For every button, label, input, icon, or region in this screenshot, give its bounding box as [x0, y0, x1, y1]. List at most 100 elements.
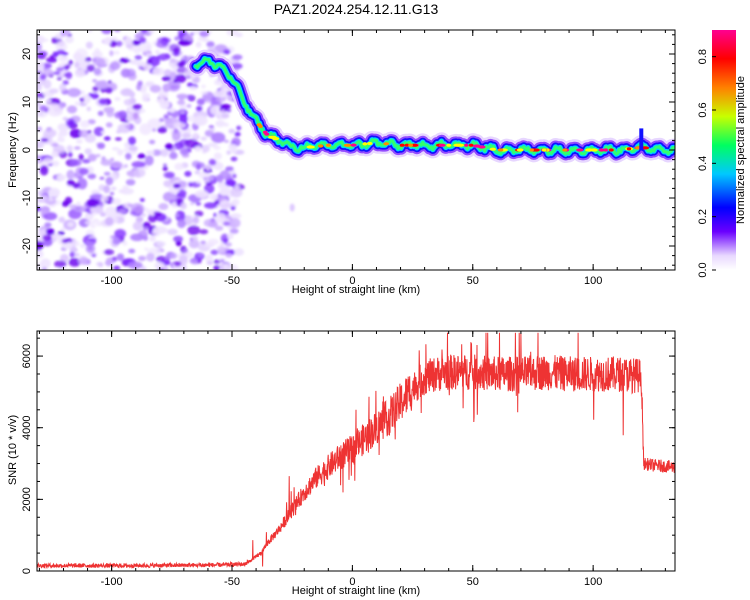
- colorbar-tick-label: 0.4: [697, 156, 709, 171]
- snr-x-tick-label: 100: [584, 576, 602, 588]
- colorbar: 0.0 0.2 0.4 0.6 0.8 Normalized spectral ampl…: [697, 30, 747, 278]
- noise-blob: [61, 238, 69, 244]
- noise-blob: [114, 229, 127, 239]
- noise-blob: [46, 99, 52, 103]
- noise-blob: [127, 261, 143, 270]
- noise-blob: [146, 252, 155, 262]
- noise-blob: [177, 100, 186, 105]
- noise-blob: [118, 189, 126, 194]
- noise-blob: [186, 104, 192, 108]
- spectrogram-x-tick-label: 100: [584, 275, 602, 287]
- noise-blob: [227, 95, 234, 102]
- noise-blob: [116, 129, 122, 134]
- noise-blob: [173, 79, 178, 83]
- spectrogram-x-tick-label: 0: [349, 275, 355, 287]
- noise-blob: [123, 88, 132, 94]
- noise-blob: [59, 83, 67, 92]
- noise-blob: [163, 163, 167, 167]
- noise-blob: [177, 61, 185, 68]
- noise-blob: [228, 143, 238, 151]
- ridge-hotspot: [404, 143, 410, 147]
- noise-blob: [177, 66, 185, 73]
- noise-blob: [220, 103, 231, 110]
- noise-blob: [76, 201, 81, 207]
- noise-blob: [125, 43, 134, 49]
- noise-blob: [68, 151, 73, 158]
- noise-blob: [125, 152, 132, 160]
- noise-blob: [234, 32, 243, 38]
- noise-blob: [155, 40, 169, 48]
- noise-blob: [99, 176, 105, 180]
- noise-blob: [156, 53, 171, 61]
- ridge-hotspot: [399, 143, 405, 147]
- noise-blob: [79, 167, 89, 175]
- noise-blob: [86, 64, 95, 72]
- noise-blob: [55, 199, 61, 206]
- noise-blob: [158, 203, 169, 210]
- noise-blob: [194, 146, 202, 152]
- noise-blob: [74, 146, 81, 150]
- snr-y-tick-label: 0: [21, 568, 33, 574]
- snr-x-tick-label: 0: [349, 576, 355, 588]
- noise-blob: [91, 50, 103, 59]
- noise-blob: [109, 50, 114, 57]
- noise-blob: [184, 138, 199, 149]
- noise-blob: [56, 76, 62, 81]
- noise-blob: [65, 36, 74, 44]
- snr-x-tick-label: -100: [101, 576, 123, 588]
- noise-blob: [66, 145, 73, 153]
- noise-blob: [232, 173, 237, 179]
- ridge-hotspot: [576, 148, 584, 152]
- noise-blob: [103, 185, 110, 194]
- ridge-hotspot: [383, 142, 390, 146]
- noise-blob: [74, 101, 80, 106]
- noise-blob: [110, 206, 116, 212]
- noise-blob: [163, 180, 173, 188]
- noise-blob: [51, 151, 59, 158]
- noise-blob: [123, 98, 134, 106]
- noise-blob: [137, 153, 146, 159]
- noise-blob: [231, 63, 243, 70]
- noise-blob: [87, 153, 97, 162]
- noise-blob: [37, 140, 45, 149]
- noise-blob: [44, 222, 52, 228]
- noise-blob: [200, 240, 206, 245]
- noise-blob: [180, 202, 187, 210]
- noise-blob: [192, 132, 199, 139]
- noise-blob: [170, 252, 178, 259]
- snr-frame: [36, 330, 676, 572]
- noise-blob: [57, 133, 63, 139]
- noise-blob: [110, 157, 115, 162]
- noise-blob: [82, 223, 87, 228]
- noise-blob: [37, 66, 44, 76]
- colorbar-bar: [712, 30, 736, 270]
- noise-blob: [223, 139, 229, 143]
- snr-x-ticks: -100 -50 0 50 100: [38, 331, 666, 588]
- noise-blob: [115, 137, 122, 141]
- noise-blob: [147, 118, 162, 129]
- noise-blob: [197, 36, 206, 42]
- noise-blob: [174, 261, 182, 267]
- ridge-hotspot: [306, 145, 315, 149]
- noise-blob: [148, 213, 157, 223]
- spectrogram-y-tick-label: 0: [21, 147, 33, 153]
- noise-blob: [148, 30, 155, 34]
- noise-blob: [174, 163, 185, 171]
- noise-blob: [215, 120, 226, 128]
- noise-blob: [58, 55, 69, 62]
- colorbar-tick-label: 0.8: [697, 49, 709, 64]
- noise-blob: [70, 159, 82, 167]
- noise-blob: [174, 36, 180, 41]
- noise-blob: [205, 182, 212, 186]
- spectrogram-x-tick-label: 50: [467, 275, 479, 287]
- ridge-hotspot: [326, 143, 331, 147]
- noise-blob: [39, 206, 51, 215]
- noise-blob: [216, 245, 225, 253]
- noise-blob: [65, 118, 76, 128]
- noise-blob: [163, 171, 175, 179]
- noise-blob: [179, 110, 186, 114]
- noise-blob: [170, 196, 176, 201]
- noise-blob: [167, 228, 178, 236]
- noise-blob: [37, 92, 46, 99]
- noise-blob: [230, 187, 243, 198]
